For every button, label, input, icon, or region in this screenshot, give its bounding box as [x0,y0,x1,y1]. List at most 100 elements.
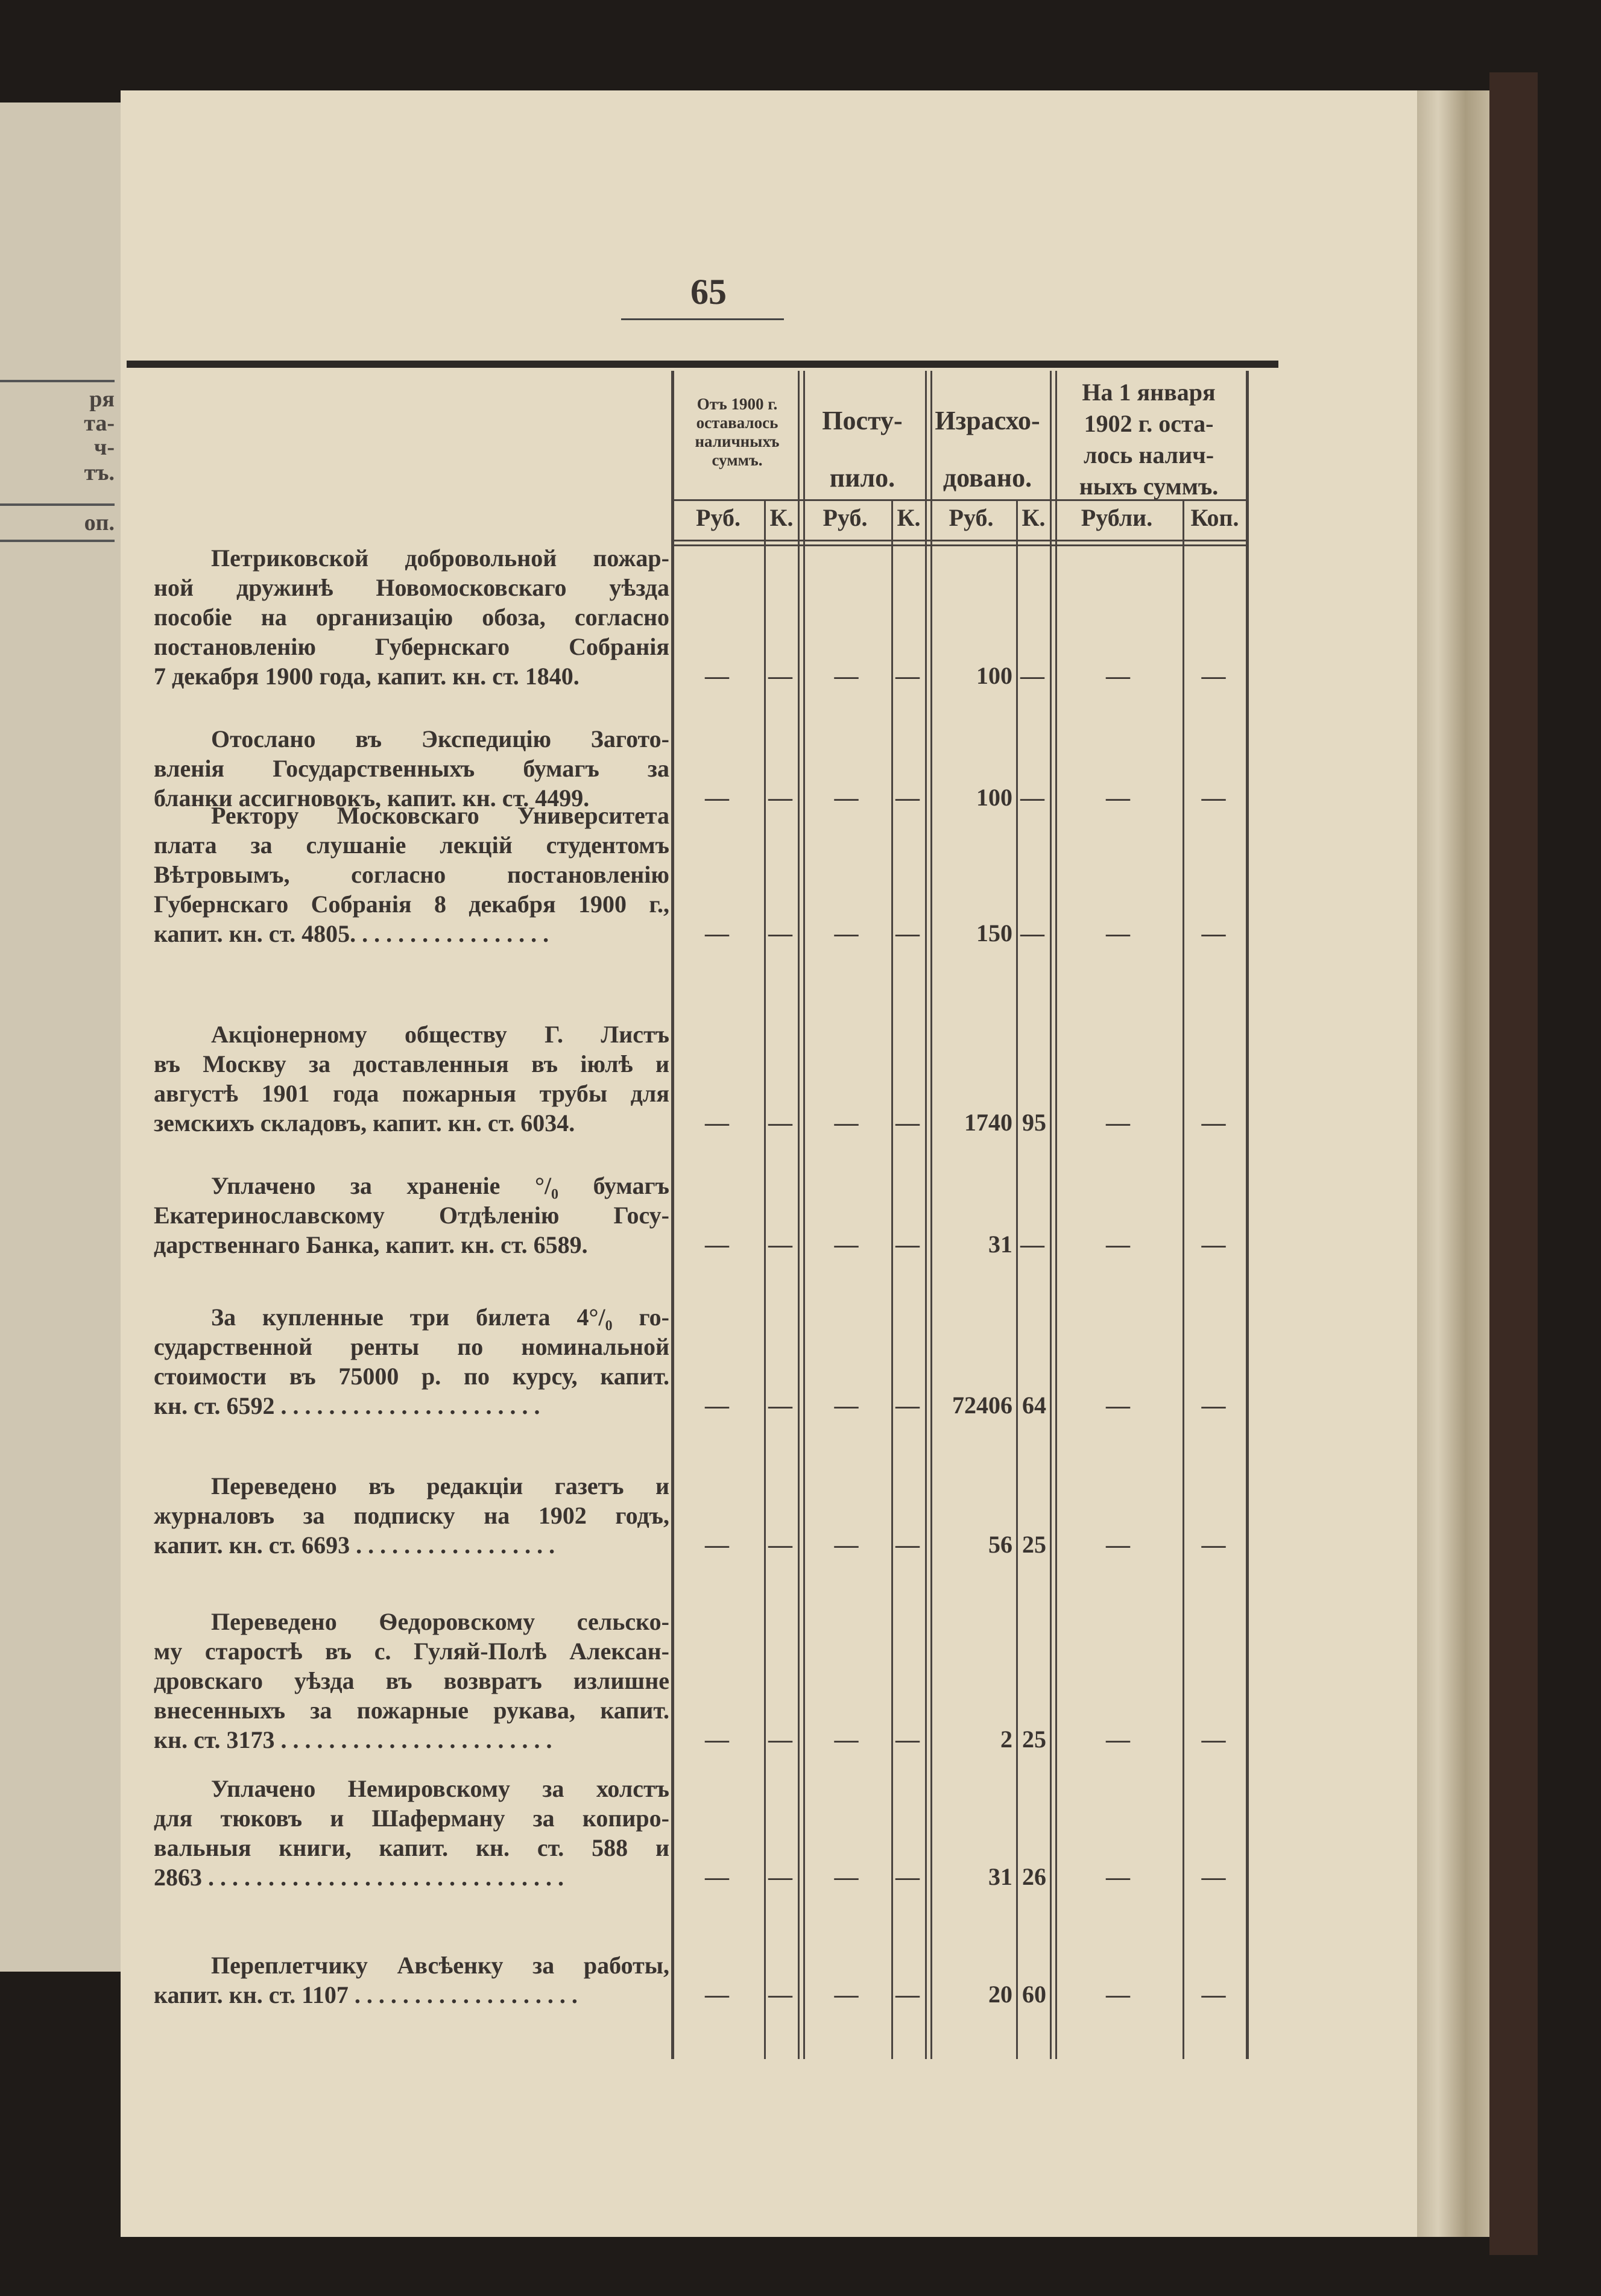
description-line: сударственной ренты по номинальной [154,1333,669,1360]
value-cell-col-7: — [1106,662,1130,689]
value-cell-col-3: — [834,1231,859,1258]
value-cell-col-7: — [1106,1109,1130,1136]
description-line: капит. кн. ст. 6693 . . . . . . . . . . … [154,1531,555,1559]
value-cell-col-7: — [1106,1392,1130,1419]
entry-description: Отослано въ Экспедицію Загото-вленія Гос… [154,724,669,813]
value-cell-col-4: — [895,1863,920,1890]
column-divider [1246,371,1249,2059]
value-cell-col-4: — [895,784,920,811]
value-cell-col-5: 1740 [964,1109,1012,1136]
description-line: Акціонерному обществу Г. Листъ [211,1021,669,1048]
subheader-8: Коп. [1190,504,1239,531]
top-rule [127,361,1278,368]
description-line: августѣ 1901 года пожарныя трубы для [154,1080,669,1107]
description-line: земскихъ складовъ, капит. кн. ст. 6034. [154,1109,575,1137]
value-cell-col-4: — [895,1109,920,1136]
value-cell-col-2: — [768,662,792,689]
description-line: стоимости въ 75000 р. по курсу, капит. [154,1363,669,1390]
entry-description: Уплачено за храненіе °/₀ бумагъ Екатерино… [154,1171,669,1260]
entry-description: За купленные три билета 4°/₀ го-сударств… [154,1302,669,1421]
value-cell-col-6: — [1020,919,1044,947]
value-cell-col-4: — [895,1726,920,1753]
value-cell-col-4: — [895,1231,920,1258]
description-line: Уплачено Немировскому за холстъ [211,1775,669,1802]
description-line: Уплачено за храненіе °/₀ бумагъ [211,1172,669,1199]
subheader-divider [671,540,1246,541]
value-cell-col-1: — [705,1109,729,1136]
page-number: 65 [690,272,727,312]
value-cell-col-6: 25 [1022,1531,1046,1558]
column-divider [671,371,674,2059]
description-line: За купленные три билета 4°/₀ го- [211,1304,669,1331]
value-cell-col-2: — [768,1726,792,1753]
value-cell-col-4: — [895,1392,920,1419]
value-cell-col-4: — [895,662,920,689]
value-cell-col-3: — [834,784,859,811]
previous-page-edge [0,102,121,1972]
subheader-6: К. [1022,504,1046,531]
value-cell-col-6: 64 [1022,1392,1046,1419]
value-cell-col-6: 25 [1022,1726,1046,1753]
value-cell-col-1: — [705,1392,729,1419]
description-line: Переведено Ѳедоровскому сельско- [211,1608,669,1635]
value-cell-col-6: 60 [1022,1981,1046,2008]
value-cell-col-5: 20 [988,1981,1012,2008]
previous-page-rule [0,540,115,542]
value-cell-col-6: — [1020,1231,1044,1258]
value-cell-col-2: — [768,919,792,947]
value-cell-col-1: — [705,1863,729,1890]
value-cell-col-7: — [1106,1531,1130,1558]
value-cell-col-1: — [705,919,729,947]
value-cell-col-1: — [705,1981,729,2008]
description-line: Губернскаго Собранія 8 декабря 1900 г., [154,891,669,918]
value-cell-col-7: — [1106,1863,1130,1890]
description-line: Отослано въ Экспедицію Загото- [211,725,669,752]
value-cell-col-7: — [1106,1981,1130,2008]
value-cell-col-3: — [834,1863,859,1890]
value-cell-col-8: — [1201,1981,1226,2008]
value-cell-col-4: — [895,1531,920,1558]
description-line: Вѣтровымъ, согласно постановленію [154,861,669,888]
value-cell-col-5: 31 [988,1863,1012,1890]
value-cell-col-8: — [1201,1109,1226,1136]
description-line: капит. кн. ст. 4805. . . . . . . . . . .… [154,920,549,947]
value-cell-col-6: — [1020,784,1044,811]
description-line: му старостѣ въ с. Гуляй-Полѣ Алексан- [154,1638,669,1665]
previous-page-text: тъ. [84,460,115,485]
value-cell-col-8: — [1201,1531,1226,1558]
column-divider [1183,500,1184,2059]
column-divider [1050,371,1052,2059]
description-line: 2863 . . . . . . . . . . . . . . . . . .… [154,1864,564,1891]
column-divider [891,500,893,2059]
description-line: внесенныхъ за пожарные рукава, капит. [154,1697,669,1724]
subheader-1: Руб. [696,504,741,531]
description-line: бланки ассигновокъ, капит. кн. ст. 4499. [154,784,590,812]
description-line: Ректору Московскаго Университета [211,802,669,829]
header-col-received: Посту- пило. [822,406,903,493]
value-cell-col-7: — [1106,1726,1130,1753]
description-line: вальныя книги, капит. кн. ст. 588 и [154,1834,669,1861]
value-cell-col-5: 56 [988,1531,1012,1558]
header-col-1902-balance: На 1 января 1902 г. оста- лось налич- ны… [1079,379,1219,500]
description-line: дровскаго уѣзда въ возвратъ излишне [154,1667,669,1694]
entry-description: Переплетчику Авсѣенку за работы, капит. к… [154,1951,669,2010]
value-cell-col-8: — [1201,1726,1226,1753]
entry-description: Переведено Ѳедоровскому сельско-му старо… [154,1607,669,1755]
value-cell-col-1: — [705,1531,729,1558]
value-cell-col-7: — [1106,1231,1130,1258]
previous-page-rule [0,380,115,382]
previous-page-rule [0,503,115,506]
value-cell-col-3: — [834,1726,859,1753]
entry-description: Переведено въ редакціи газетъ и журналовъ… [154,1471,669,1560]
value-cell-col-1: — [705,1726,729,1753]
value-cell-col-5: 100 [976,662,1012,689]
value-cell-col-8: — [1201,1863,1226,1890]
previous-page-text: оп. [84,510,115,535]
description-line: дарственнаго Банка, капит. кн. ст. 6589. [154,1231,588,1258]
subheader-5: Руб. [949,504,994,531]
value-cell-col-6: 26 [1022,1863,1046,1890]
column-divider [925,371,927,2059]
entry-description: Ректору Московскаго Университета плата за… [154,801,669,948]
page-number-rule [621,318,784,320]
value-cell-col-5: 100 [976,784,1012,811]
